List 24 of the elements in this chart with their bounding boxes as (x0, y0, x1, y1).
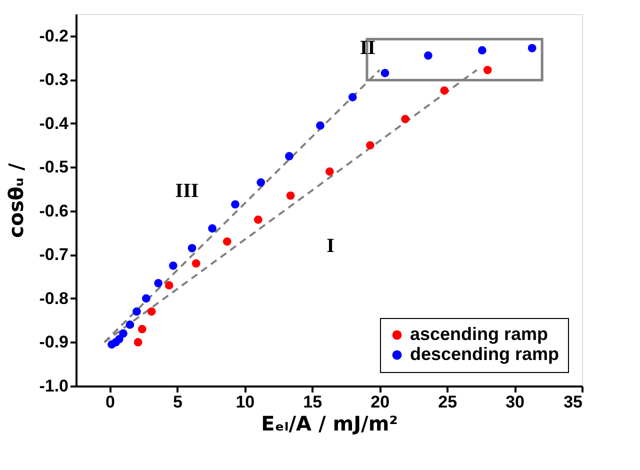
annotation: I (326, 235, 335, 258)
y-tick-label: -0.2 (39, 26, 68, 46)
legend-label: ascending ramp (410, 324, 548, 344)
y-tick-label: -0.5 (39, 158, 68, 177)
x-tick-label: 5 (172, 392, 182, 412)
x-tick-label: 35 (564, 392, 582, 412)
y-axis-title: cosθᵤ / (4, 162, 28, 238)
x-tick-label: 15 (303, 392, 322, 412)
x-tick-label: 25 (438, 392, 458, 412)
y-tick-label: -1.0 (39, 376, 68, 396)
y-tick-label: -0.6 (39, 201, 68, 220)
legend-label: descending ramp (410, 344, 560, 364)
y-tick-label: -0.8 (39, 288, 68, 308)
y-tick-label: -0.3 (39, 70, 68, 90)
y-tick-label: -0.4 (39, 114, 70, 133)
x-tick-label: 20 (370, 392, 390, 412)
annotation: II (360, 37, 376, 60)
x-tick-label: 10 (236, 392, 255, 412)
annotation: III (175, 180, 199, 202)
x-axis-title: Eₑₗ/A / mJ/m² (261, 412, 398, 436)
x-tick-label: 30 (506, 392, 524, 412)
x-tick-label: 0 (106, 392, 115, 412)
y-tick-label: -0.9 (39, 332, 68, 352)
y-tick-label: -0.7 (39, 245, 68, 264)
